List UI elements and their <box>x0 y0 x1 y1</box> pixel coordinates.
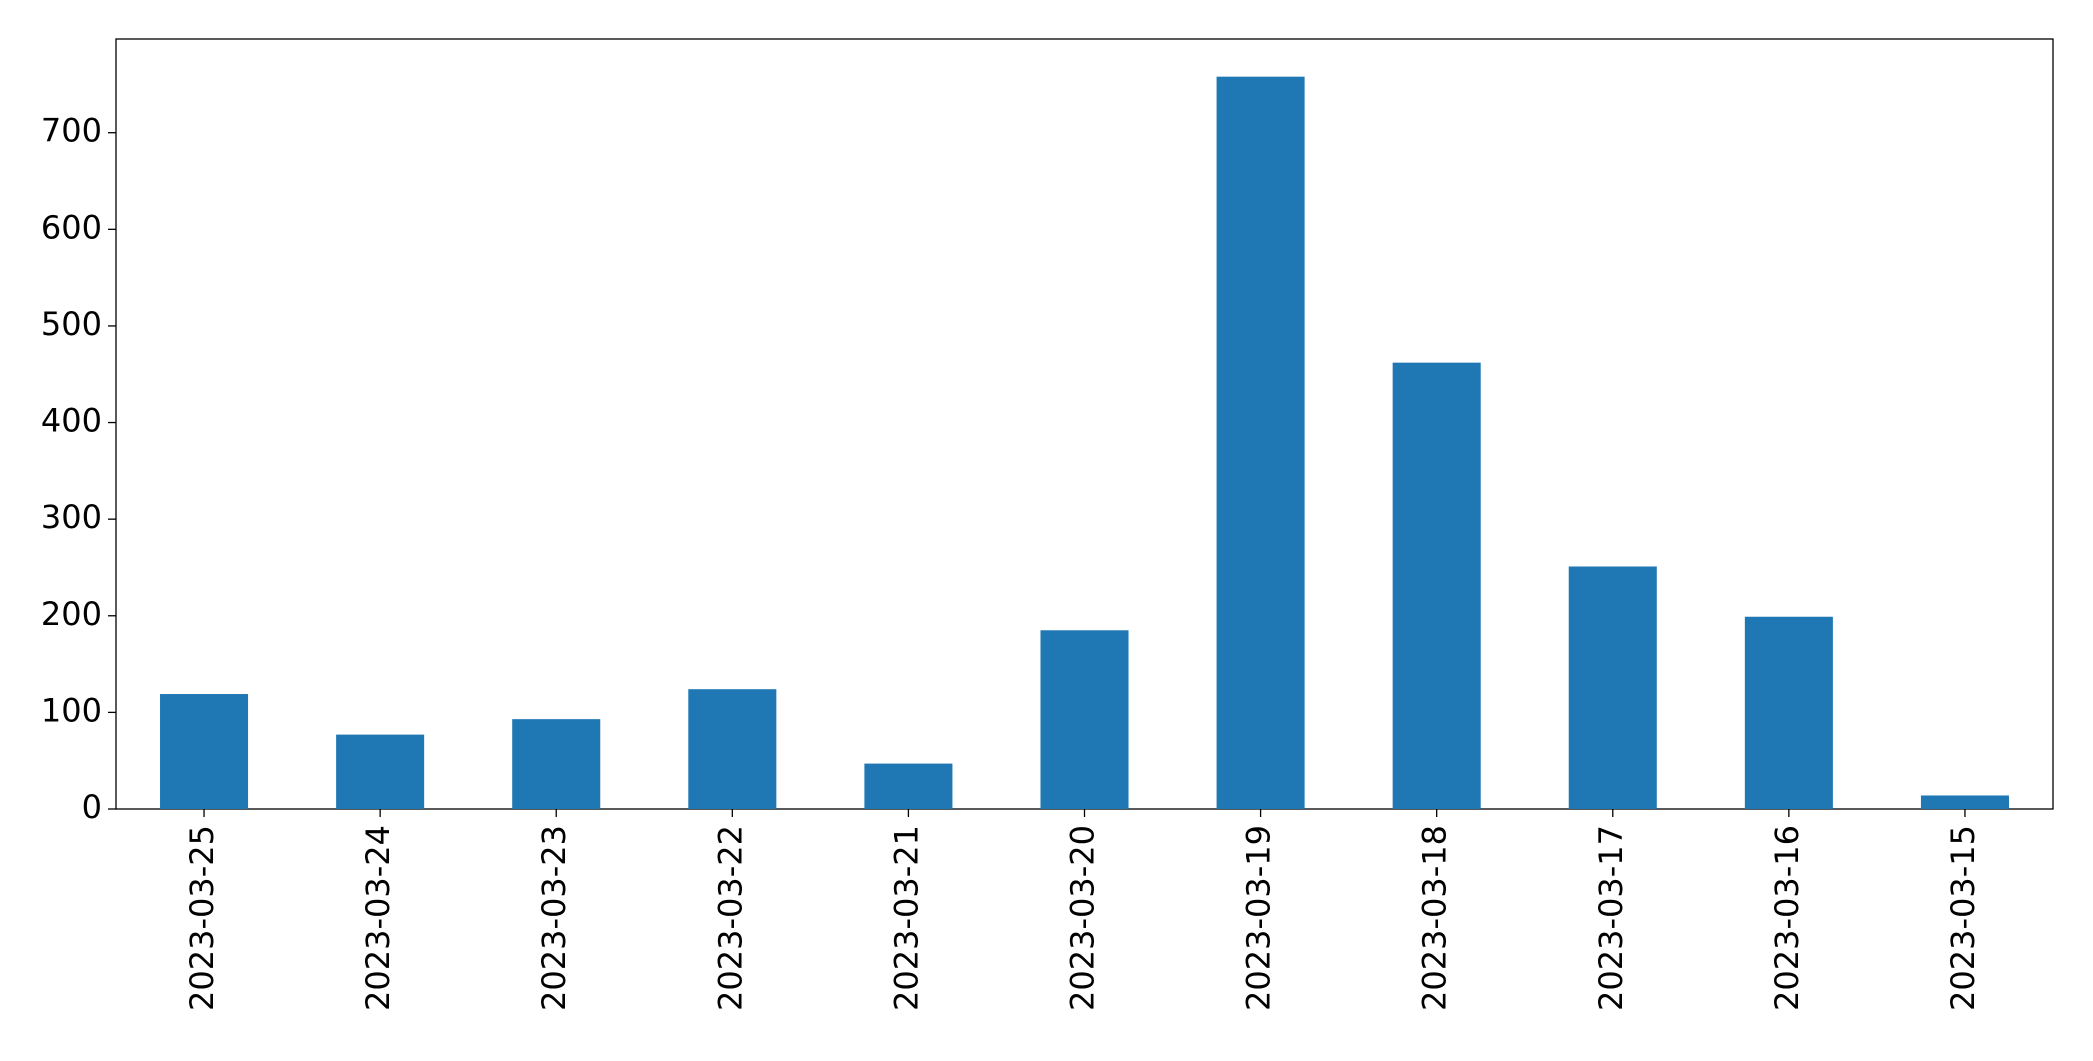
x-tick-label: 2023-03-16 <box>1768 825 1806 1011</box>
x-tick-label: 2023-03-15 <box>1944 825 1982 1011</box>
bar <box>864 763 953 809</box>
bar <box>1744 616 1833 809</box>
bar <box>160 694 249 809</box>
bar <box>512 719 601 809</box>
x-tick-label: 2023-03-24 <box>359 825 397 1011</box>
x-tick-label: 2023-03-23 <box>535 825 573 1011</box>
x-tick-label: 2023-03-20 <box>1064 825 1102 1011</box>
x-tick-label: 2023-03-21 <box>887 825 925 1011</box>
bar <box>1216 76 1305 810</box>
bar <box>688 689 777 809</box>
y-tick-label: 100 <box>41 691 102 729</box>
y-tick-label: 500 <box>41 305 102 343</box>
y-tick-label: 300 <box>41 498 102 536</box>
y-tick-label: 600 <box>41 208 102 246</box>
y-tick-label: 400 <box>41 402 102 440</box>
y-tick-label: 200 <box>41 595 102 633</box>
y-tick-label: 0 <box>82 788 102 826</box>
y-tick-label: 700 <box>41 112 102 150</box>
bar <box>336 734 425 809</box>
bar <box>1920 795 2009 809</box>
x-tick-label: 2023-03-22 <box>711 825 749 1011</box>
bar <box>1392 362 1481 809</box>
x-tick-label: 2023-03-19 <box>1240 825 1278 1011</box>
x-tick-label: 2023-03-17 <box>1592 825 1630 1011</box>
bar <box>1568 566 1657 809</box>
x-tick-label: 2023-03-18 <box>1416 825 1454 1011</box>
x-tick-label: 2023-03-25 <box>183 825 221 1011</box>
bar <box>1040 630 1129 809</box>
